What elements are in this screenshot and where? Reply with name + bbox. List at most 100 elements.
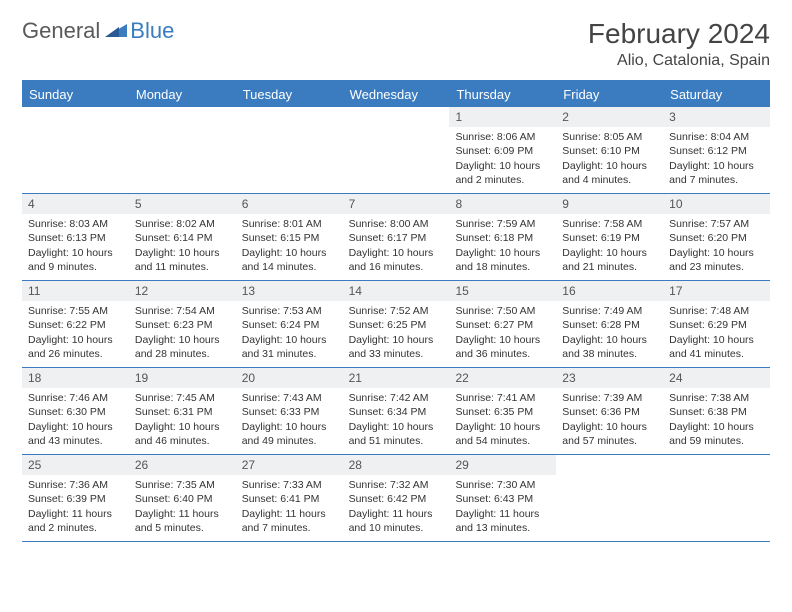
day-line: Sunrise: 7:52 AM	[349, 304, 444, 318]
day-line: Sunrise: 7:50 AM	[455, 304, 550, 318]
day-line: Sunset: 6:20 PM	[669, 231, 764, 245]
day-line: Sunrise: 8:05 AM	[562, 130, 657, 144]
day-line: Sunrise: 7:32 AM	[349, 478, 444, 492]
day-number: 27	[236, 455, 343, 475]
day-line: Sunrise: 7:57 AM	[669, 217, 764, 231]
day-number	[129, 107, 236, 127]
day-number: 11	[22, 281, 129, 301]
day-number: 1	[449, 107, 556, 127]
day-cell: 26Sunrise: 7:35 AMSunset: 6:40 PMDayligh…	[129, 455, 236, 541]
day-body: Sunrise: 8:06 AMSunset: 6:09 PMDaylight:…	[449, 127, 556, 192]
day-line: Sunrise: 7:43 AM	[242, 391, 337, 405]
day-body: Sunrise: 8:01 AMSunset: 6:15 PMDaylight:…	[236, 214, 343, 279]
day-cell: 17Sunrise: 7:48 AMSunset: 6:29 PMDayligh…	[663, 281, 770, 367]
day-cell: 5Sunrise: 8:02 AMSunset: 6:14 PMDaylight…	[129, 194, 236, 280]
day-body: Sunrise: 7:54 AMSunset: 6:23 PMDaylight:…	[129, 301, 236, 366]
day-cell	[129, 107, 236, 193]
day-line: Sunset: 6:14 PM	[135, 231, 230, 245]
day-body: Sunrise: 8:00 AMSunset: 6:17 PMDaylight:…	[343, 214, 450, 279]
day-cell: 9Sunrise: 7:58 AMSunset: 6:19 PMDaylight…	[556, 194, 663, 280]
day-line: Daylight: 10 hours and 54 minutes.	[455, 420, 550, 448]
day-line: Sunset: 6:30 PM	[28, 405, 123, 419]
day-body: Sunrise: 7:33 AMSunset: 6:41 PMDaylight:…	[236, 475, 343, 540]
day-line: Daylight: 10 hours and 41 minutes.	[669, 333, 764, 361]
day-line: Sunset: 6:43 PM	[455, 492, 550, 506]
day-number: 6	[236, 194, 343, 214]
day-line: Sunrise: 7:39 AM	[562, 391, 657, 405]
day-cell	[22, 107, 129, 193]
week-row: 25Sunrise: 7:36 AMSunset: 6:39 PMDayligh…	[22, 455, 770, 542]
day-cell: 2Sunrise: 8:05 AMSunset: 6:10 PMDaylight…	[556, 107, 663, 193]
day-cell: 6Sunrise: 8:01 AMSunset: 6:15 PMDaylight…	[236, 194, 343, 280]
day-line: Sunrise: 7:36 AM	[28, 478, 123, 492]
day-line: Sunset: 6:25 PM	[349, 318, 444, 332]
day-cell: 7Sunrise: 8:00 AMSunset: 6:17 PMDaylight…	[343, 194, 450, 280]
day-cell: 11Sunrise: 7:55 AMSunset: 6:22 PMDayligh…	[22, 281, 129, 367]
day-body: Sunrise: 7:41 AMSunset: 6:35 PMDaylight:…	[449, 388, 556, 453]
day-header: Thursday	[449, 82, 556, 107]
location: Alio, Catalonia, Spain	[588, 52, 770, 70]
day-body: Sunrise: 7:53 AMSunset: 6:24 PMDaylight:…	[236, 301, 343, 366]
day-number: 18	[22, 368, 129, 388]
day-line: Daylight: 10 hours and 43 minutes.	[28, 420, 123, 448]
day-line: Daylight: 10 hours and 46 minutes.	[135, 420, 230, 448]
day-cell: 8Sunrise: 7:59 AMSunset: 6:18 PMDaylight…	[449, 194, 556, 280]
day-number: 16	[556, 281, 663, 301]
day-cell: 25Sunrise: 7:36 AMSunset: 6:39 PMDayligh…	[22, 455, 129, 541]
day-body	[129, 127, 236, 135]
day-cell: 21Sunrise: 7:42 AMSunset: 6:34 PMDayligh…	[343, 368, 450, 454]
day-line: Sunset: 6:34 PM	[349, 405, 444, 419]
day-line: Daylight: 10 hours and 14 minutes.	[242, 246, 337, 274]
day-cell: 19Sunrise: 7:45 AMSunset: 6:31 PMDayligh…	[129, 368, 236, 454]
day-body: Sunrise: 7:55 AMSunset: 6:22 PMDaylight:…	[22, 301, 129, 366]
day-body: Sunrise: 8:04 AMSunset: 6:12 PMDaylight:…	[663, 127, 770, 192]
day-line: Sunrise: 8:02 AM	[135, 217, 230, 231]
day-body: Sunrise: 8:02 AMSunset: 6:14 PMDaylight:…	[129, 214, 236, 279]
day-body: Sunrise: 7:50 AMSunset: 6:27 PMDaylight:…	[449, 301, 556, 366]
day-body: Sunrise: 7:30 AMSunset: 6:43 PMDaylight:…	[449, 475, 556, 540]
day-body	[663, 475, 770, 483]
day-line: Sunset: 6:36 PM	[562, 405, 657, 419]
week-row: 11Sunrise: 7:55 AMSunset: 6:22 PMDayligh…	[22, 281, 770, 368]
day-number: 19	[129, 368, 236, 388]
day-number: 17	[663, 281, 770, 301]
day-line: Sunrise: 7:59 AM	[455, 217, 550, 231]
day-cell: 15Sunrise: 7:50 AMSunset: 6:27 PMDayligh…	[449, 281, 556, 367]
day-number: 5	[129, 194, 236, 214]
day-line: Daylight: 10 hours and 18 minutes.	[455, 246, 550, 274]
day-line: Sunset: 6:09 PM	[455, 144, 550, 158]
day-line: Sunset: 6:41 PM	[242, 492, 337, 506]
month-title: February 2024	[588, 18, 770, 50]
day-line: Daylight: 10 hours and 38 minutes.	[562, 333, 657, 361]
day-number: 26	[129, 455, 236, 475]
header: General Blue February 2024 Alio, Catalon…	[22, 18, 770, 70]
day-number: 21	[343, 368, 450, 388]
day-number: 4	[22, 194, 129, 214]
day-header: Monday	[129, 82, 236, 107]
day-line: Daylight: 10 hours and 26 minutes.	[28, 333, 123, 361]
day-line: Daylight: 10 hours and 51 minutes.	[349, 420, 444, 448]
day-body: Sunrise: 7:43 AMSunset: 6:33 PMDaylight:…	[236, 388, 343, 453]
day-line: Daylight: 10 hours and 7 minutes.	[669, 159, 764, 187]
day-line: Sunrise: 8:06 AM	[455, 130, 550, 144]
day-line: Sunset: 6:39 PM	[28, 492, 123, 506]
day-cell	[236, 107, 343, 193]
day-cell: 1Sunrise: 8:06 AMSunset: 6:09 PMDaylight…	[449, 107, 556, 193]
day-line: Sunrise: 7:30 AM	[455, 478, 550, 492]
day-number: 8	[449, 194, 556, 214]
day-number: 15	[449, 281, 556, 301]
day-body	[343, 127, 450, 135]
logo-triangle-icon	[105, 21, 127, 42]
day-line: Sunset: 6:15 PM	[242, 231, 337, 245]
day-line: Sunset: 6:31 PM	[135, 405, 230, 419]
day-cell: 27Sunrise: 7:33 AMSunset: 6:41 PMDayligh…	[236, 455, 343, 541]
day-body: Sunrise: 7:52 AMSunset: 6:25 PMDaylight:…	[343, 301, 450, 366]
day-line: Sunrise: 7:38 AM	[669, 391, 764, 405]
day-body: Sunrise: 7:57 AMSunset: 6:20 PMDaylight:…	[663, 214, 770, 279]
week-row: 18Sunrise: 7:46 AMSunset: 6:30 PMDayligh…	[22, 368, 770, 455]
week-row: 1Sunrise: 8:06 AMSunset: 6:09 PMDaylight…	[22, 107, 770, 194]
day-number: 14	[343, 281, 450, 301]
day-body: Sunrise: 7:46 AMSunset: 6:30 PMDaylight:…	[22, 388, 129, 453]
day-body: Sunrise: 7:59 AMSunset: 6:18 PMDaylight:…	[449, 214, 556, 279]
day-line: Sunrise: 7:33 AM	[242, 478, 337, 492]
